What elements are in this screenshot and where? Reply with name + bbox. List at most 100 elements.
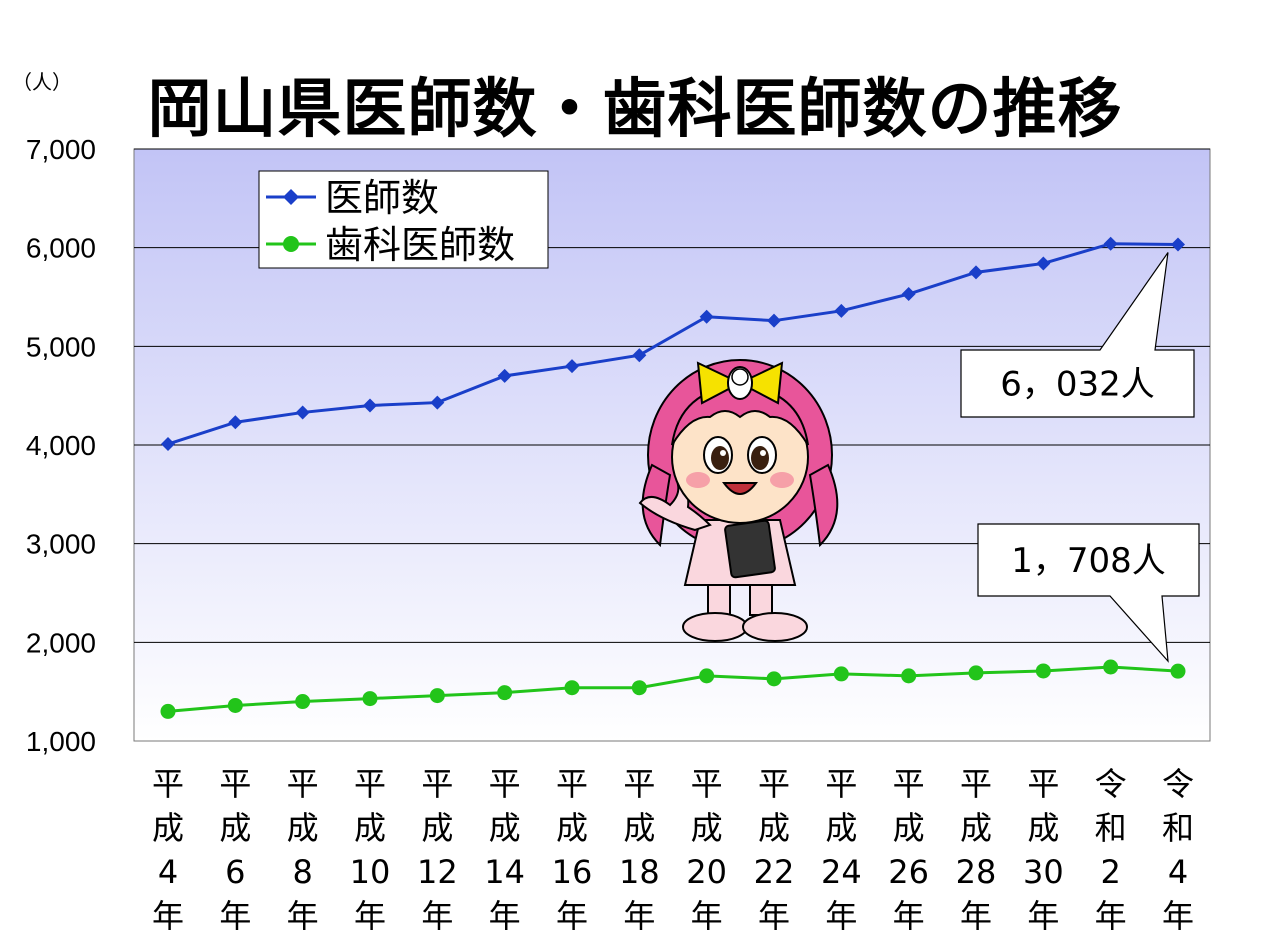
legend: 医師数 歯科医師数 [258,170,549,269]
data-point [631,680,647,696]
x-tick-text: 年 [825,897,857,935]
x-tick-text: 平 [287,765,319,803]
x-tick-text: 令 [1162,765,1194,803]
x-tick-text: 和 [1095,809,1127,847]
x-tick-label: 平成 8 年 [287,765,319,935]
data-point [362,691,378,707]
x-tick-text: 成 [421,809,453,847]
data-point [1103,236,1118,251]
x-tick-text: 年 [287,897,319,935]
y-tick-label: 7,000 [26,134,96,165]
x-tick-text: 年 [623,897,655,935]
callout-label: 1，708人 [1011,541,1166,581]
x-tick-label: 平成 14 年 [484,765,525,935]
data-point [901,287,916,302]
x-tick-label: 平成 12 年 [417,765,458,935]
x-tick-text: 平 [623,765,655,803]
x-tick-text: 成 [691,809,723,847]
x-tick-text: 成 [893,809,925,847]
data-point [968,665,984,681]
x-tick-label: 令和 2 年 [1095,765,1127,935]
data-point [564,680,580,696]
x-tick-text: 4 [1168,853,1188,891]
value-callout: 6，032人 [960,252,1195,418]
x-tick-text: 平 [219,765,251,803]
data-point [430,395,445,410]
data-point [1036,256,1051,271]
x-tick-text: 成 [489,809,521,847]
x-tick-label: 平成 6 年 [219,765,251,935]
x-tick-text: 年 [354,897,386,935]
x-tick-text: 16 [552,853,593,891]
x-tick-text: 年 [421,897,453,935]
data-point [228,415,243,430]
value-callout: 1，708人 [977,523,1200,663]
data-point [699,668,715,684]
x-tick-text: 年 [219,897,251,935]
x-tick-text: 平 [489,765,521,803]
x-tick-text: 平 [421,765,453,803]
data-point [227,697,243,713]
x-tick-label: 平成 24 年 [821,765,862,935]
data-point [565,359,579,374]
data-point [497,685,513,701]
x-tick-text: 8 [292,853,312,891]
data-point [161,437,175,452]
x-tick-text: 成 [287,809,319,847]
data-point [429,688,445,704]
series-1 [160,659,1186,719]
x-tick-label: 平成 16 年 [552,765,593,935]
data-point [969,265,983,280]
x-tick-text: 年 [1095,897,1127,935]
x-tick-text: 成 [960,809,992,847]
x-tick-text: 24 [821,853,862,891]
x-tick-text: 年 [1027,897,1059,935]
x-tick-text: 28 [956,853,997,891]
series-line [167,242,1179,446]
legend-marker-doctors [283,189,299,205]
x-tick-text: 成 [152,809,184,847]
y-tick-label: 4,000 [26,430,96,461]
x-tick-text: 年 [152,897,184,935]
x-tick-text: 令 [1095,765,1127,803]
data-point [1035,663,1051,679]
x-tick-text: 成 [354,809,386,847]
y-tick-label: 2,000 [26,627,96,658]
data-point [767,313,781,328]
x-tick-text: 和 [1162,809,1194,847]
data-point [833,666,849,682]
x-tick-label: 平成 22 年 [754,765,795,935]
x-tick-label: 平成 10 年 [350,765,391,935]
x-tick-text: 成 [1027,809,1059,847]
x-tick-text: 12 [417,853,458,891]
x-tick-label: 平成 30 年 [1023,765,1064,935]
chart-title: 岡山県医師数・歯科医師数の推移 [147,73,1123,147]
legend-label-dentists: 歯科医師数 [325,223,515,267]
x-tick-label: 平成 28 年 [956,765,997,935]
x-tick-text: 平 [960,765,992,803]
x-tick-text: 30 [1023,853,1064,891]
x-tick-text: 平 [691,765,723,803]
x-tick-text: 年 [960,897,992,935]
data-point [699,309,714,324]
x-tick-text: 成 [219,809,251,847]
data-point [834,303,849,318]
data-point [1171,237,1185,252]
x-tick-text: 平 [354,765,386,803]
callout-label: 6，032人 [1000,365,1155,405]
data-point [160,703,176,719]
x-tick-label: 平成 20 年 [686,765,727,935]
x-tick-text: 成 [623,809,655,847]
x-tick-label: 令和 4 年 [1162,765,1194,935]
x-tick-text: 18 [619,853,660,891]
series-0 [161,236,1185,452]
x-tick-label: 平成 26 年 [888,765,929,935]
x-tick-text: 平 [1027,765,1059,803]
x-tick-text: 2 [1100,853,1120,891]
y-tick-label: 5,000 [26,331,96,362]
legend-label-doctors: 医師数 [325,176,439,220]
y-axis-unit: （人） [12,70,72,94]
data-point [1170,663,1186,679]
x-tick-text: 成 [758,809,790,847]
